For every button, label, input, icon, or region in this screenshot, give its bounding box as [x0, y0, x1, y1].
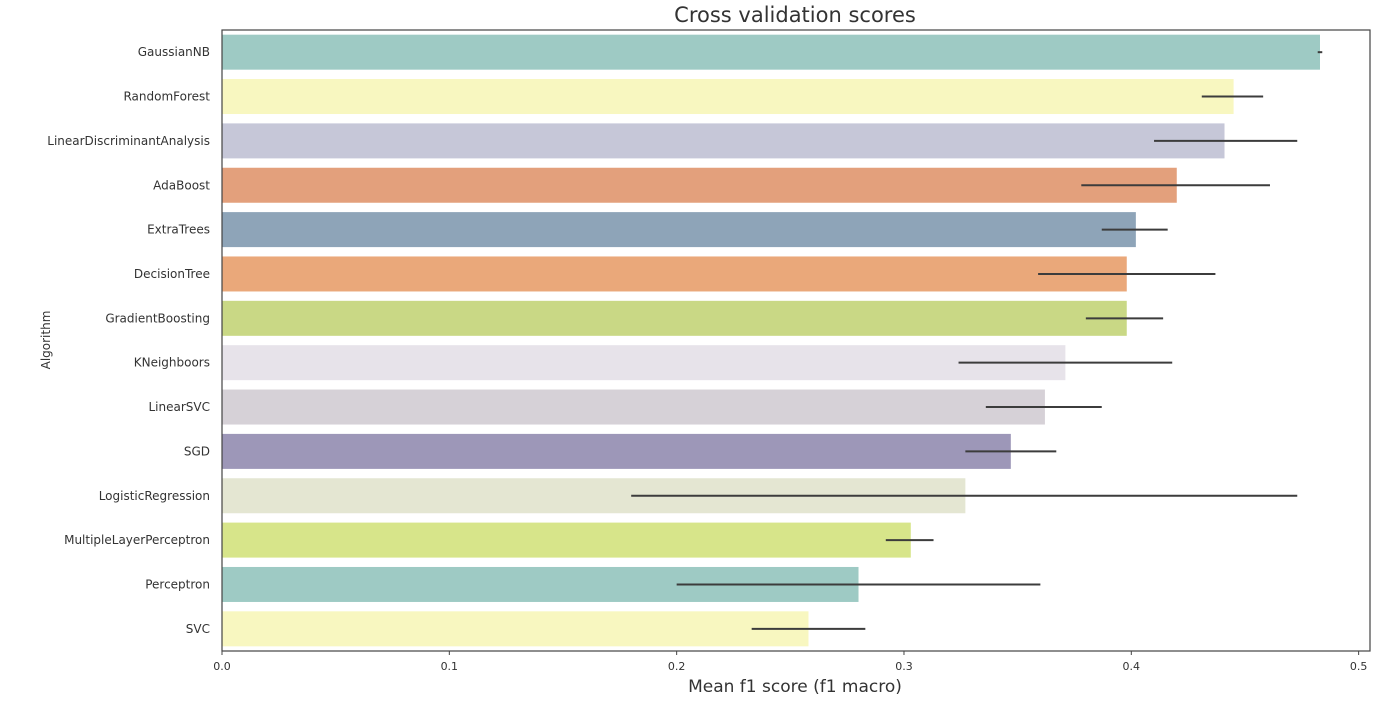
x-tick-label: 0.3	[895, 660, 913, 673]
category-label: SVC	[186, 622, 210, 636]
bars-layer	[222, 34, 1320, 647]
category-label: MultipleLayerPerceptron	[64, 533, 210, 547]
plot-frame	[221, 29, 1371, 652]
bar-LinearSVC	[222, 389, 1045, 425]
bar-ExtraTrees	[222, 212, 1136, 248]
x-ticks-layer: 0.0 0.1 0.2 0.3 0.4 0.5	[213, 651, 1367, 673]
category-label: RandomForest	[123, 90, 210, 104]
category-label: ExtraTrees	[147, 223, 210, 237]
category-label: LinearSVC	[149, 400, 211, 414]
bar-GaussianNB	[222, 34, 1320, 70]
category-label: AdaBoost	[153, 178, 210, 192]
x-tick-label: 0.4	[1123, 660, 1141, 673]
error-bars-layer	[631, 51, 1323, 630]
bar-GradientBoosting	[222, 300, 1127, 336]
y-axis-title: Algorithm	[39, 311, 53, 370]
x-tick-label: 0.2	[668, 660, 686, 673]
category-label: LinearDiscriminantAnalysis	[47, 134, 210, 148]
x-tick-label: 0.1	[441, 660, 459, 673]
x-axis-title: Mean f1 score (f1 macro)	[688, 677, 902, 697]
category-label: GradientBoosting	[105, 311, 210, 325]
category-label: LogisticRegression	[99, 489, 210, 503]
bar-KNeighboors	[222, 345, 1066, 381]
bar-MultipleLayerPerceptron	[222, 522, 911, 558]
category-label: KNeighboors	[134, 356, 210, 370]
bar-AdaBoost	[222, 167, 1177, 203]
bar-SGD	[222, 433, 1011, 469]
category-label: Perceptron	[145, 577, 210, 591]
bar-LinearDiscriminantAnalysis	[222, 123, 1225, 159]
category-label: SGD	[184, 444, 210, 458]
category-label: DecisionTree	[134, 267, 210, 281]
category-labels-layer: GaussianNB RandomForest LinearDiscriminant…	[47, 45, 210, 636]
bar-SVC	[222, 611, 809, 647]
chart-title: Cross validation scores	[674, 3, 916, 27]
bar-RandomForest	[222, 79, 1234, 115]
x-tick-label: 0.5	[1350, 660, 1368, 673]
x-tick-label: 0.0	[213, 660, 231, 673]
bar-DecisionTree	[222, 256, 1127, 292]
category-label: GaussianNB	[138, 45, 210, 59]
